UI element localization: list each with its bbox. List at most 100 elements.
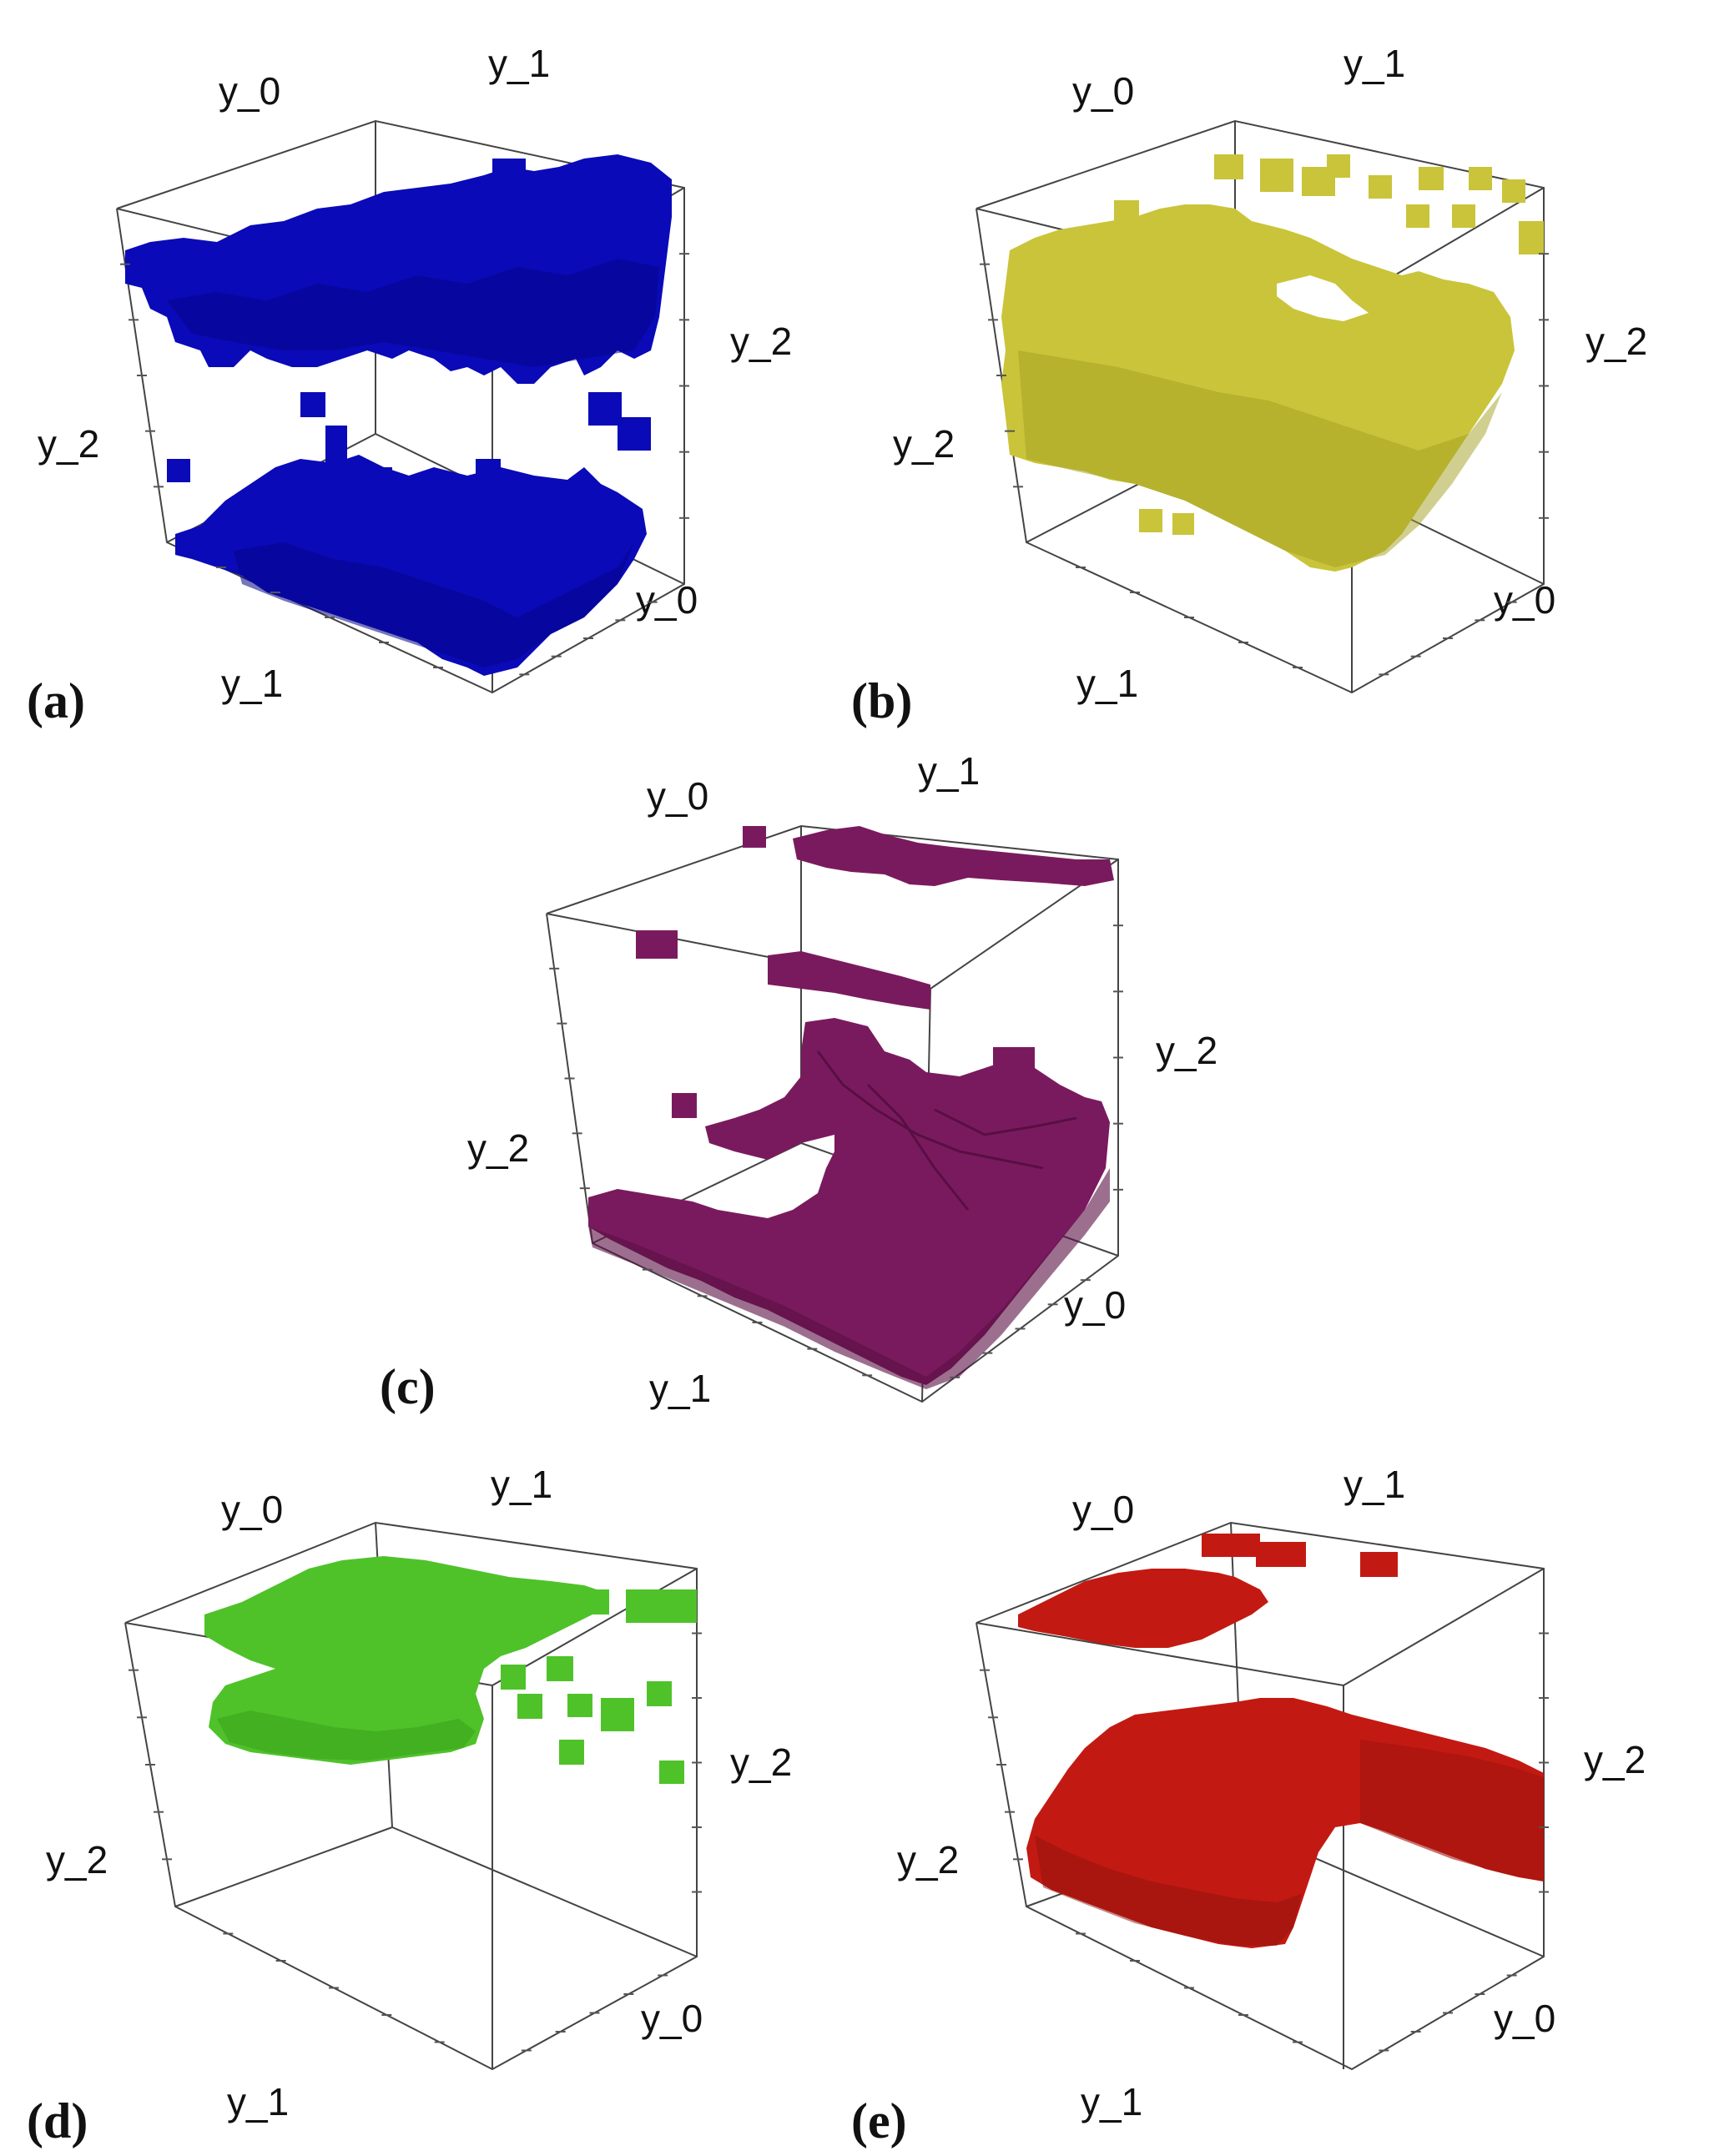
voxel-d-4	[501, 1665, 526, 1690]
voxel-d-7	[647, 1681, 672, 1706]
axis-label-c-bottom-right: y_0	[1064, 1283, 1126, 1327]
axis-ticks	[120, 253, 1549, 2052]
voxel-blob-d	[204, 1556, 609, 1765]
axis-label-c-top-right: y_1	[918, 749, 980, 793]
axis-label-c-bottom-left: y_1	[649, 1367, 711, 1410]
voxel-b-10	[1452, 204, 1475, 228]
axis-label-d-top-right: y_1	[491, 1463, 552, 1506]
voxel-contour-c	[816, 1050, 1077, 1211]
voxel-a-2	[446, 188, 471, 213]
voxel-hole-b	[1277, 275, 1369, 321]
panel-c: y_0 y_1 y_2 y_2 y_0 y_1 (c)	[380, 749, 1217, 1414]
voxel-cluster-c	[588, 826, 1114, 1389]
voxel-main-blob-c	[588, 1018, 1110, 1385]
voxel-e-2	[1256, 1542, 1306, 1567]
panel-label-d: (d)	[27, 2093, 88, 2148]
voxel-b-13	[1139, 509, 1162, 532]
voxel-b-11	[1519, 221, 1544, 254]
axis-label-a-top-left: y_0	[219, 69, 280, 113]
axis-label-c-top-left: y_0	[647, 774, 708, 818]
voxel-a-10	[367, 467, 392, 501]
voxel-b-14	[1172, 513, 1194, 535]
axis-label-e-top-right: y_1	[1344, 1463, 1405, 1506]
axis-label-c-left: y_2	[467, 1126, 529, 1170]
voxel-d-6	[601, 1698, 634, 1731]
axis-label-b-right: y_2	[1585, 320, 1647, 363]
voxel-b-6	[1419, 167, 1444, 190]
voxel-d-2	[576, 1589, 609, 1614]
axis-label-e-left: y_2	[897, 1838, 959, 1881]
voxel-d-10	[517, 1694, 542, 1719]
panel-label-a: (a)	[27, 673, 85, 728]
voxel-b-7	[1469, 167, 1492, 190]
panel-e: y_0 y_1 y_2 y_2 y_0 y_1 (e)	[851, 1463, 1646, 2148]
axis-label-c-right: y_2	[1156, 1029, 1217, 1072]
voxel-a-6	[167, 459, 190, 482]
voxel-a-7	[588, 392, 622, 426]
voxel-cluster-b	[1001, 154, 1544, 572]
axis-label-e-bottom-left: y_1	[1081, 2080, 1142, 2123]
voxel-d-9	[659, 1761, 684, 1784]
voxel-b-4	[1327, 154, 1350, 178]
axis-label-a-right: y_2	[730, 320, 792, 363]
axis-label-d-bottom-left: y_1	[227, 2080, 289, 2123]
panel-label-c: (c)	[380, 1359, 436, 1414]
voxel-a-1	[492, 159, 526, 190]
voxel-b-8	[1502, 179, 1525, 203]
voxel-mid-bar-c	[768, 951, 930, 1010]
axis-label-d-top-left: y_0	[221, 1488, 283, 1531]
voxel-d-8	[559, 1740, 584, 1765]
axis-label-a-bottom-right: y_0	[636, 578, 698, 622]
voxel-b-2	[1260, 159, 1293, 192]
voxel-cluster-d	[204, 1556, 697, 1784]
axis-label-a-top-right: y_1	[488, 42, 550, 85]
voxel-side-shade-e	[1360, 1740, 1544, 1881]
voxel-main-shade-e	[1035, 1836, 1302, 1946]
voxel-top-blob-e	[1018, 1569, 1268, 1648]
voxel-b-5	[1369, 175, 1392, 199]
axis-label-b-top-left: y_0	[1072, 69, 1134, 113]
voxel-d-5	[567, 1694, 592, 1717]
voxel-a-11	[476, 459, 501, 484]
voxel-cluster-a	[125, 154, 672, 676]
voxel-d-3	[547, 1656, 573, 1681]
axis-label-e-right: y_2	[1584, 1738, 1646, 1781]
voxel-d-1	[626, 1589, 697, 1623]
voxel-c-1	[743, 826, 766, 848]
voxel-e-1	[1202, 1534, 1260, 1557]
voxel-main-shade-c	[588, 1168, 1110, 1389]
voxel-top-strip-c	[793, 826, 1114, 886]
axis-label-d-bottom-right: y_0	[641, 1997, 703, 2040]
voxel-c-2	[636, 930, 678, 959]
voxel-b-1	[1214, 154, 1243, 179]
voxel-cluster-e	[1018, 1534, 1544, 1948]
panel-label-b: (b)	[851, 673, 912, 728]
voxel-a-4	[634, 179, 668, 209]
panel-d: y_0 y_1 y_2 y_2 y_0 y_1 (d)	[27, 1463, 792, 2148]
axis-label-b-left: y_2	[893, 422, 955, 466]
voxel-blob-upper-shade-a	[167, 259, 659, 367]
voxel-a-9	[325, 426, 347, 476]
axis-label-a-bottom-left: y_1	[221, 662, 283, 705]
panel-label-e: (e)	[851, 2093, 907, 2148]
axis-label-e-bottom-right: y_0	[1494, 1997, 1555, 2040]
axis-label-b-top-right: y_1	[1344, 42, 1405, 85]
voxel-c-4	[993, 1047, 1035, 1081]
voxel-b-9	[1406, 204, 1429, 228]
voxel-a-5	[300, 392, 325, 417]
panel-b: y_0 y_1 y_2 y_2 y_0 y_1 (b)	[851, 42, 1647, 728]
axis-label-b-bottom-left: y_1	[1076, 662, 1138, 705]
panel-a: y_0 y_1 y_2 y_2 y_0 y_1 (a)	[27, 42, 792, 728]
voxel-b-12	[1114, 200, 1139, 225]
voxel-e-3	[1360, 1552, 1398, 1577]
axis-label-d-right: y_2	[730, 1740, 792, 1784]
voxel-blob-lower-shade-a	[234, 542, 634, 667]
axis-label-a-left: y_2	[38, 422, 99, 466]
axis-label-d-left: y_2	[46, 1838, 108, 1881]
voxel-blob-shade-b	[1018, 350, 1502, 567]
axis-label-b-bottom-right: y_0	[1494, 578, 1555, 622]
axis-label-e-top-left: y_0	[1072, 1488, 1134, 1531]
voxel-c-3	[672, 1093, 697, 1118]
